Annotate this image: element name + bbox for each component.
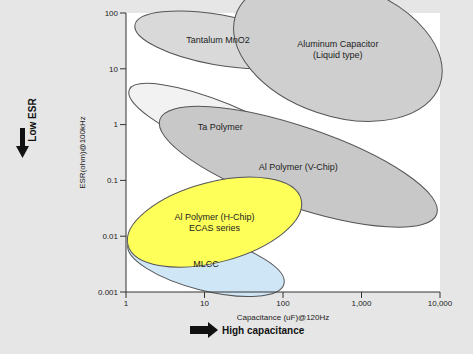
svg-text:100: 100 (276, 299, 290, 308)
svg-text:(Liquid type): (Liquid type) (313, 50, 363, 60)
svg-text:1: 1 (114, 120, 119, 129)
svg-text:0.01: 0.01 (102, 232, 118, 241)
svg-text:1: 1 (124, 299, 129, 308)
svg-text:1,000: 1,000 (351, 299, 372, 308)
svg-text:High capacitance: High capacitance (222, 325, 305, 336)
svg-text:Capacitance (uF)@120Hz: Capacitance (uF)@120Hz (237, 313, 330, 322)
svg-text:10: 10 (200, 299, 209, 308)
svg-text:ECAS series: ECAS series (189, 223, 241, 233)
svg-text:Al Polymer (H-Chip): Al Polymer (H-Chip) (175, 212, 255, 222)
svg-text:MLCC: MLCC (193, 259, 219, 269)
svg-text:Al Polymer (V-Chip): Al Polymer (V-Chip) (259, 162, 338, 172)
svg-text:ESR(ohm)@100kHz: ESR(ohm)@100kHz (78, 116, 87, 189)
svg-text:10,000: 10,000 (428, 299, 453, 308)
svg-text:Tantalum MnO2: Tantalum MnO2 (186, 35, 250, 45)
svg-text:0.001: 0.001 (98, 288, 119, 297)
svg-text:100: 100 (105, 9, 119, 18)
svg-text:10: 10 (109, 65, 118, 74)
svg-text:0.1: 0.1 (107, 176, 119, 185)
svg-text:Low ESR: Low ESR (27, 98, 38, 142)
svg-text:Ta Polymer: Ta Polymer (198, 122, 243, 132)
svg-text:Aluminum Capacitor: Aluminum Capacitor (297, 39, 378, 49)
